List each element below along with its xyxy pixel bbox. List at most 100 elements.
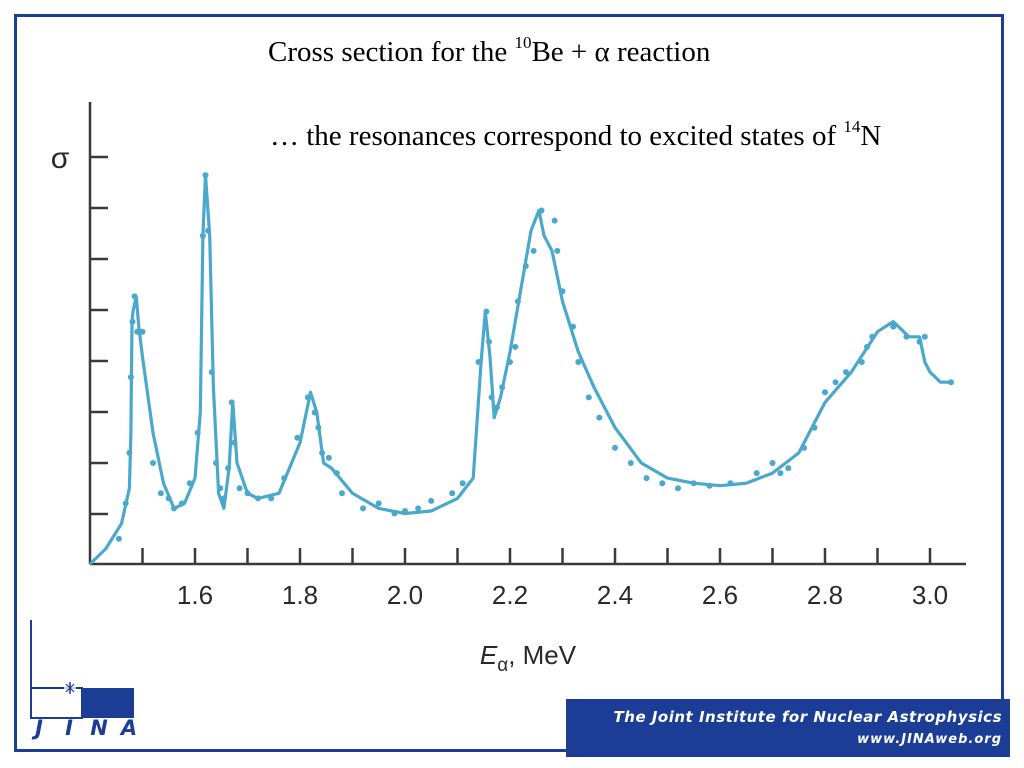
data-point [127, 374, 134, 381]
slide-title: Cross section for the 10Be + α reaction [268, 33, 711, 68]
data-point [612, 444, 618, 451]
data-point [459, 480, 466, 487]
data-point [596, 414, 603, 421]
data-point [643, 475, 650, 482]
data-point [706, 482, 713, 489]
data-point [311, 409, 318, 416]
data-point [832, 379, 839, 386]
data-point [225, 465, 232, 472]
data-point [921, 333, 928, 340]
data-point [428, 497, 435, 504]
logo-letter-i: I [65, 716, 73, 740]
jina-logo-graphic [30, 620, 134, 719]
data-point [869, 333, 876, 340]
x-tick-label: 2.8 [807, 580, 843, 610]
data-point [488, 394, 495, 401]
data-point [139, 328, 146, 335]
data-point [157, 490, 164, 497]
data-point [186, 480, 193, 487]
data-point [115, 535, 122, 542]
data-point [236, 485, 243, 492]
data-point [134, 328, 141, 335]
data-point [294, 434, 301, 441]
data-point [627, 460, 634, 466]
logo-letter-n: N [90, 716, 108, 740]
data-point [554, 247, 561, 254]
data-point [690, 480, 697, 487]
x-tick-label: 1.6 [177, 580, 213, 610]
data-point [375, 500, 382, 507]
chart-axes [88, 102, 966, 566]
slide-frame [14, 14, 1004, 752]
data-point [231, 439, 238, 446]
data-point [486, 338, 492, 345]
data-point [493, 404, 500, 411]
data-point [727, 480, 734, 487]
data-point [575, 359, 582, 365]
data-point [228, 399, 235, 406]
data-point [514, 298, 521, 305]
data-point [402, 508, 408, 514]
data-point [129, 318, 136, 325]
banner-title: The Joint Institute for Nuclear Astrophy… [613, 708, 1002, 726]
data-point [171, 505, 177, 512]
data-point [864, 343, 870, 350]
data-point [220, 495, 227, 502]
data-point [178, 500, 185, 507]
slide-subtitle: … the resonances correspond to excited s… [270, 117, 882, 152]
data-point [512, 343, 519, 350]
data-point [483, 308, 490, 315]
fit-curve [88, 173, 951, 566]
data-point [675, 485, 681, 492]
data-point [319, 449, 326, 456]
data-point [208, 369, 215, 376]
data-point [150, 460, 156, 466]
data-point [315, 424, 322, 431]
data-point [475, 359, 482, 365]
data-point [213, 460, 219, 466]
data-point [843, 369, 849, 376]
y-axis-title: σ [51, 142, 70, 175]
data-point [570, 323, 576, 330]
data-point [202, 172, 209, 179]
data-point [499, 384, 506, 391]
data-point [360, 505, 366, 512]
chart-data-layer [88, 172, 954, 566]
jina-banner: The Joint Institute for Nuclear Astrophy… [566, 699, 1010, 757]
data-point [244, 490, 251, 497]
data-point [659, 480, 666, 487]
jina-logo: J I N A [26, 620, 156, 750]
x-tick-label: 2.2 [492, 580, 528, 610]
data-point [255, 495, 261, 502]
data-point [333, 470, 340, 477]
data-point [194, 429, 201, 436]
data-point [948, 379, 954, 386]
data-point [801, 444, 807, 451]
data-point [217, 485, 224, 492]
logo-letter-j: J [35, 716, 43, 740]
data-point [281, 475, 288, 482]
data-point [530, 247, 537, 254]
data-point [785, 465, 792, 472]
data-point [449, 490, 456, 497]
data-point [522, 263, 529, 269]
data-point [585, 394, 592, 401]
data-point [538, 207, 545, 214]
subtitle-superscript: 14 [843, 117, 861, 137]
logo-letter-a: A [120, 716, 138, 740]
data-point [268, 495, 275, 502]
data-point [131, 293, 138, 300]
data-point [811, 424, 818, 431]
data-point [916, 338, 923, 345]
banner-url[interactable]: www.JINAweb.org [857, 732, 1002, 747]
data-point [304, 394, 311, 401]
x-tick-label: 3.0 [912, 580, 948, 610]
data-point [415, 505, 422, 512]
x-tick-label: 2.0 [387, 580, 423, 610]
title-superscript: 10 [514, 33, 532, 53]
data-point [122, 500, 129, 507]
data-point [165, 495, 172, 502]
data-point [325, 454, 332, 461]
data-point [391, 510, 398, 517]
